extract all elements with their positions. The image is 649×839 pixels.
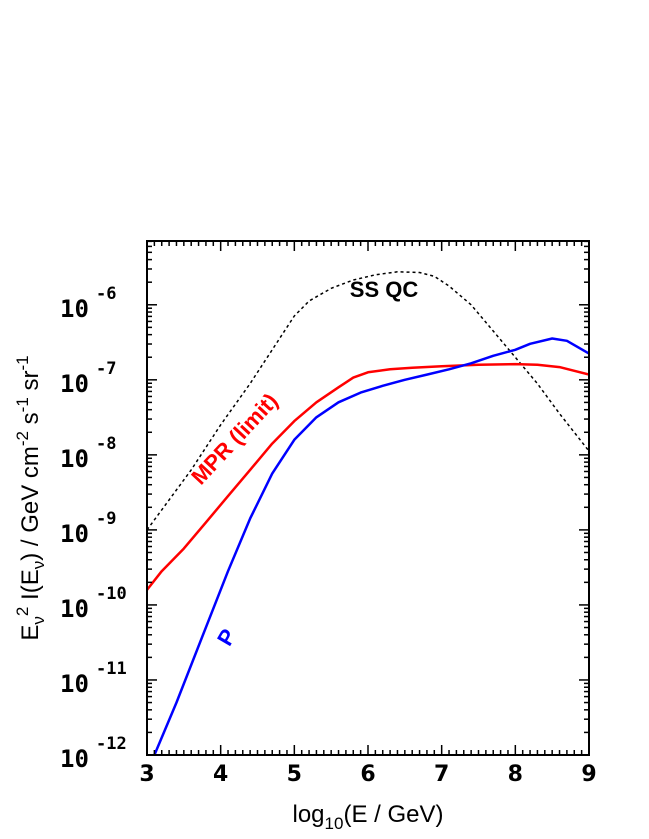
tick-labels: 3 4 5 6 7 8 9 10 -12 10 -11 10 -10 10 -9 10 -8 10 -7 10 -6: [60, 284, 597, 787]
y-tick-label: 10: [60, 595, 89, 623]
x-tick-label: 3: [139, 762, 154, 787]
y-tick-label: 10: [60, 370, 89, 398]
y-tick-exponent: -11: [96, 659, 127, 679]
x-tick-label: 7: [434, 762, 449, 787]
y-tick-exponent: -6: [96, 284, 116, 304]
y-axis-title: Eν2 I(Eν) / GeV cm-2 s-1 sr-1: [13, 355, 48, 640]
y-tick-label: 10: [60, 295, 89, 323]
series-label-p: P: [212, 625, 241, 650]
x-tick-label: 5: [287, 762, 302, 787]
y-tick-label: 10: [60, 445, 89, 473]
series-label-ss-qc: SS QC: [350, 277, 419, 302]
series-line-2: [153, 337, 589, 755]
y-tick-exponent: -9: [96, 509, 116, 529]
ticks-layer: [146, 240, 590, 756]
plot-frame: [146, 240, 590, 756]
y-tick-exponent: -12: [96, 734, 127, 754]
series-line-0: [147, 271, 589, 531]
series-label-mpr-limit: MPR (limit): [186, 388, 283, 489]
series-line-1: [147, 362, 589, 591]
y-tick-label: 10: [60, 670, 89, 698]
x-tick-label: 9: [581, 762, 596, 787]
y-tick-exponent: -7: [96, 359, 116, 379]
x-tick-label: 8: [508, 762, 523, 787]
x-tick-label: 4: [213, 762, 228, 787]
y-tick-label: 10: [60, 520, 89, 548]
series-layer: [147, 271, 589, 755]
y-tick-exponent: -10: [96, 584, 127, 604]
x-axis-title: log10(E / GeV): [293, 801, 444, 833]
y-tick-label: 10: [60, 745, 89, 773]
x-tick-label: 6: [360, 762, 375, 787]
y-tick-exponent: -8: [96, 434, 116, 454]
